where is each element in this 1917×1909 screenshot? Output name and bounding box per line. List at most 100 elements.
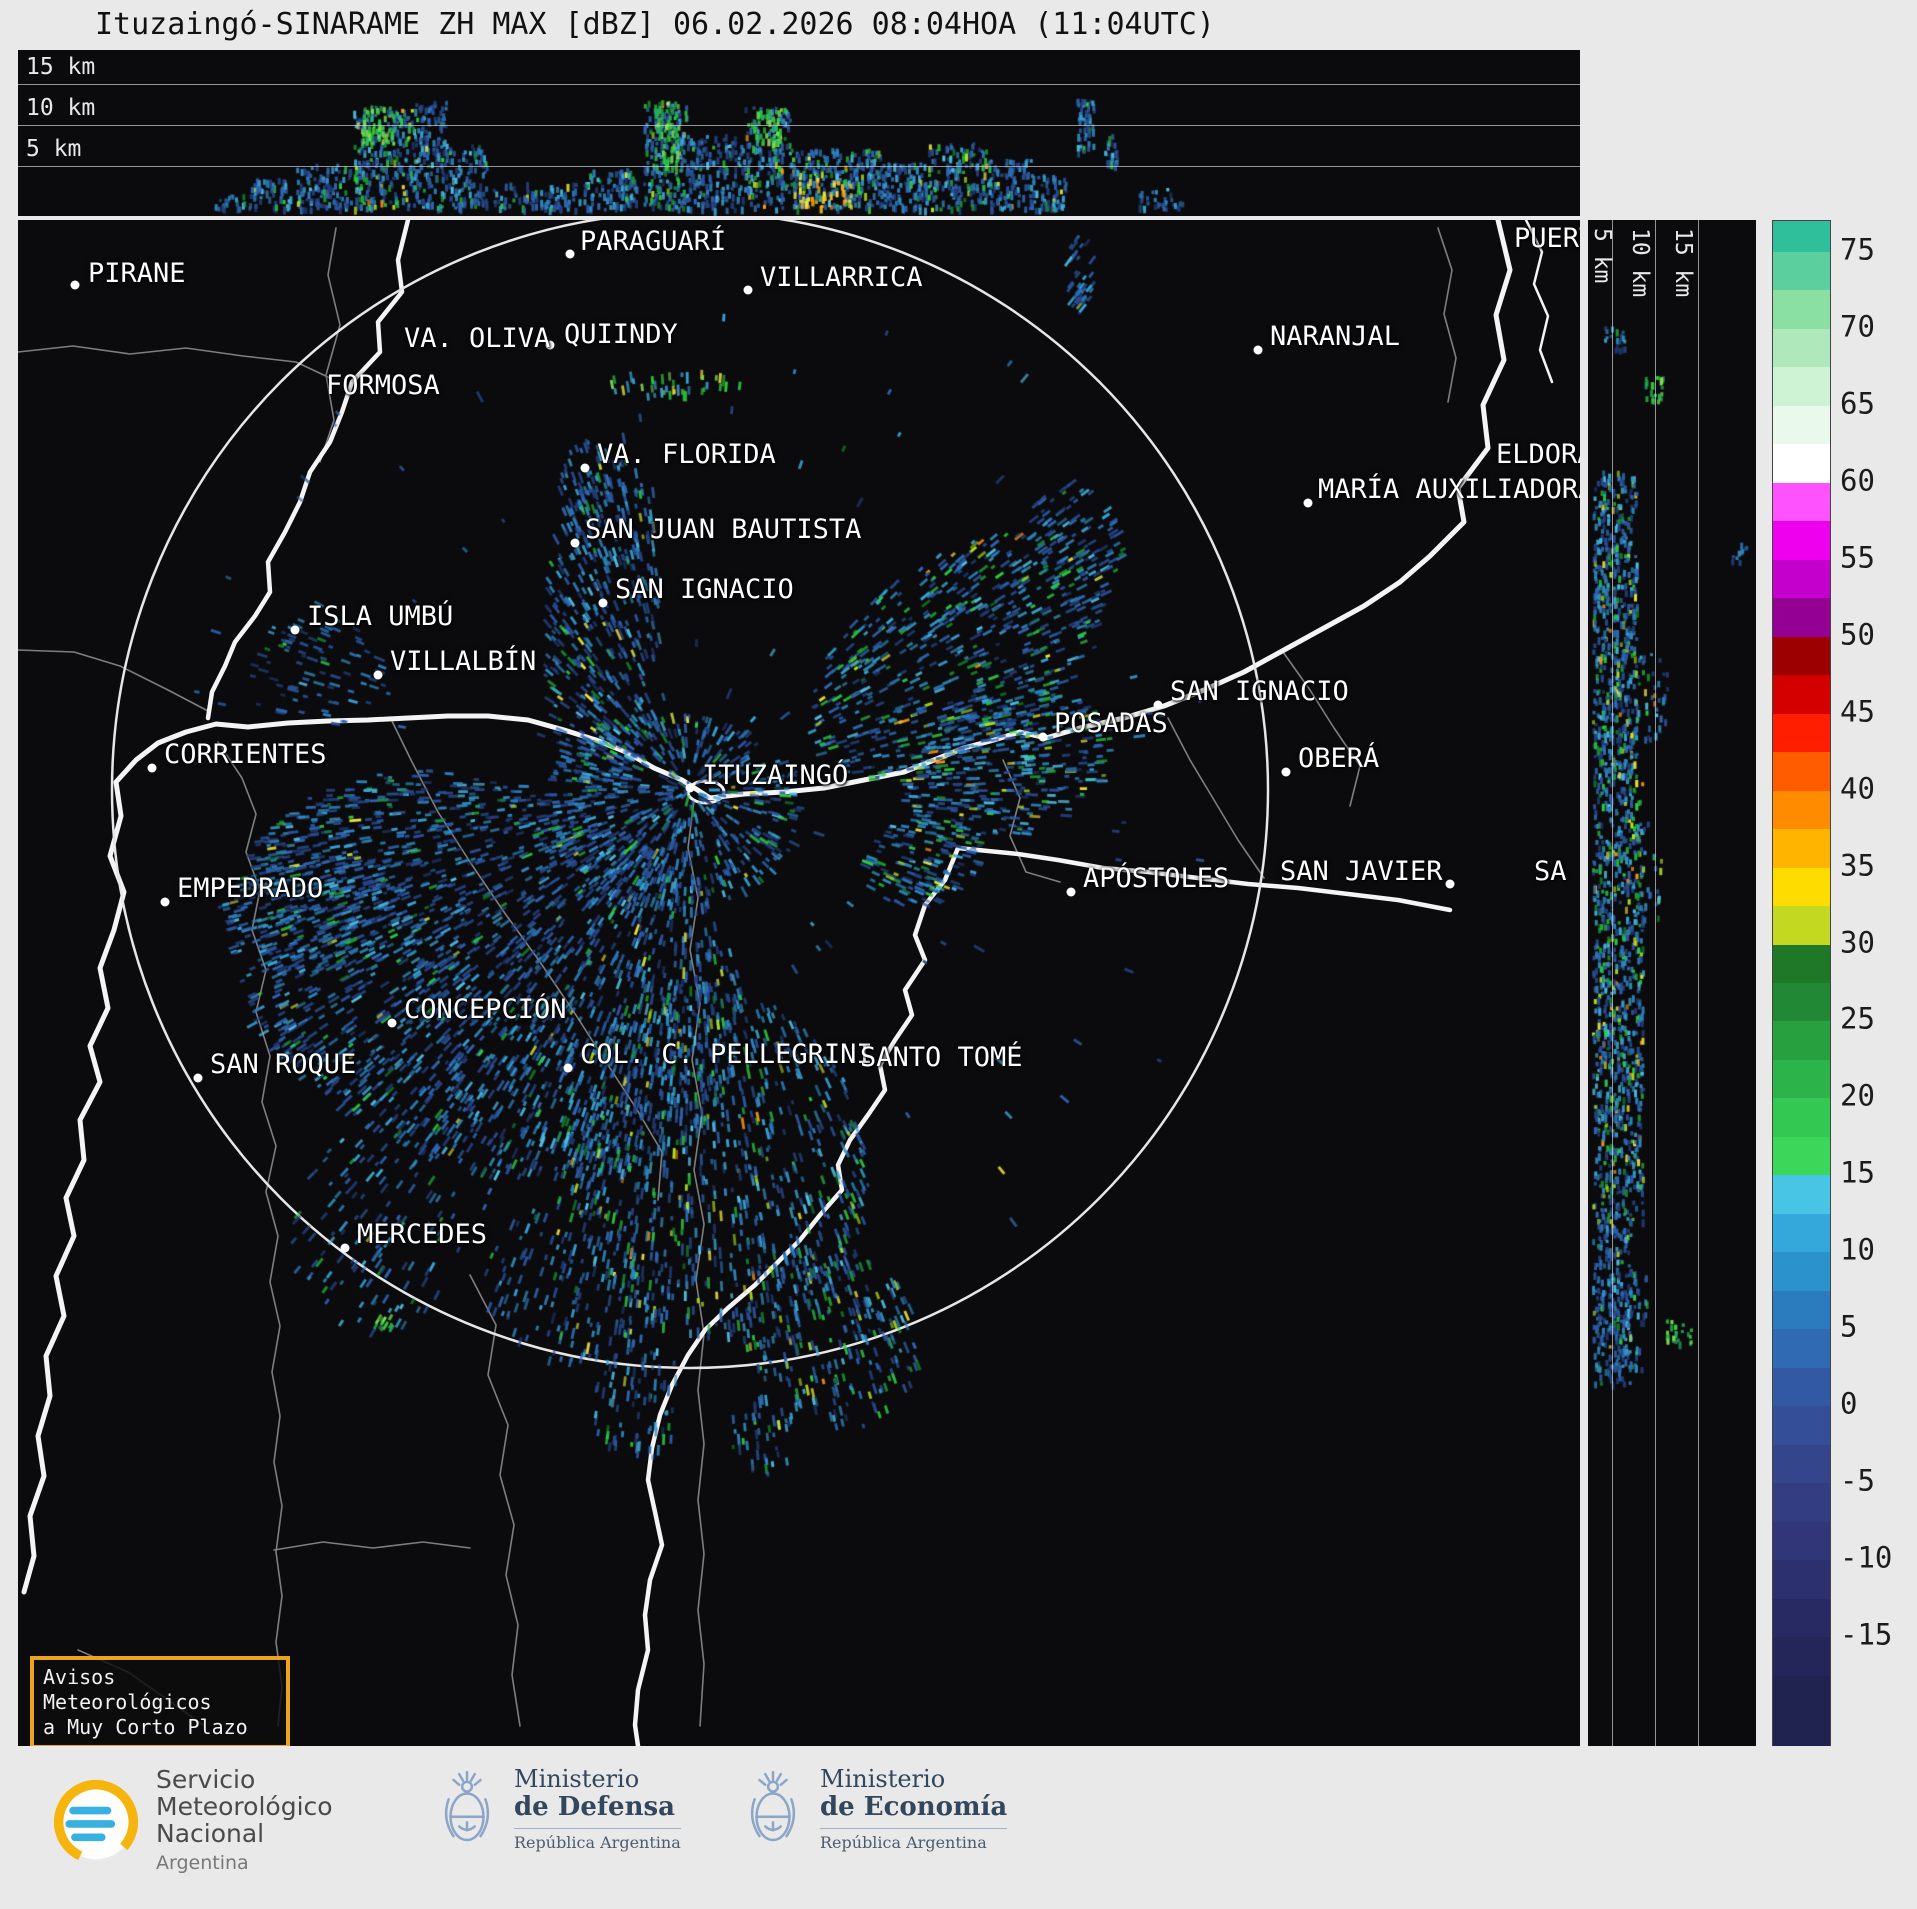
colorbar-tick: -10	[1840, 1540, 1893, 1575]
city-label: ITUZAINGÓ	[702, 760, 849, 791]
colorbar-tick: 20	[1840, 1079, 1875, 1114]
city-dot	[147, 763, 157, 773]
city-label: PIRANE	[88, 258, 186, 289]
colorbar-segment	[1773, 1675, 1830, 1746]
colorbar-tick: 10	[1840, 1233, 1875, 1268]
city-dot	[565, 249, 575, 259]
colorbar-segment	[1773, 1329, 1830, 1369]
smn-logo-block: Servicio Meteorológico Nacional Argentin…	[52, 1766, 333, 1877]
colorbar-segment	[1773, 367, 1830, 407]
colorbar-segment	[1773, 944, 1830, 984]
colorbar-tick: -15	[1840, 1617, 1893, 1652]
city-dot	[1066, 887, 1076, 897]
ministry-sub: República Argentina	[820, 1828, 1008, 1852]
colorbar-tick: 5	[1840, 1309, 1858, 1344]
ministry-economia-text: Ministerio de Economía República Argenti…	[820, 1766, 1008, 1852]
city-label: SANTO TOMÉ	[860, 1042, 1023, 1073]
city-label: VILLARRICA	[760, 262, 923, 293]
city-dot	[1038, 732, 1048, 742]
smn-name: Servicio Meteorológico Nacional Argentin…	[156, 1766, 333, 1877]
city-dot	[193, 1073, 203, 1083]
city-label: PUERTO	[1514, 223, 1580, 254]
ministry-defensa-block: Ministerio de Defensa República Argentin…	[436, 1766, 681, 1852]
city-dot	[160, 897, 170, 907]
warning-line2: a Muy Corto Plazo	[43, 1715, 248, 1739]
city-dot	[1281, 767, 1291, 777]
city-dot	[1303, 498, 1313, 508]
city-dot	[598, 598, 608, 608]
colorbar-segment	[1773, 1406, 1830, 1446]
smn-name-line: Servicio	[156, 1765, 256, 1794]
colorbar-tick: 25	[1840, 1002, 1875, 1037]
city-dot	[373, 670, 383, 680]
radar-echo-canvas	[18, 220, 1580, 1746]
city-dot	[290, 625, 300, 635]
colorbar-segment	[1773, 790, 1830, 830]
city-label: CONCEPCIÓN	[404, 994, 567, 1025]
city-label: CORRIENTES	[164, 739, 327, 770]
ministry-economia-block: Ministerio de Economía República Argenti…	[742, 1766, 1008, 1852]
colorbar-segment	[1773, 1290, 1830, 1330]
city-label: ISLA UMBÚ	[307, 601, 454, 632]
colorbar-segment	[1773, 906, 1830, 946]
colorbar-segment	[1773, 713, 1830, 753]
smn-logo-icon	[53, 1779, 139, 1864]
colorbar-segment	[1773, 829, 1830, 869]
radar-map-panel: PIRANE PARAGUARÍ VILLARRICA QUIINDY VA. OLIV…	[18, 220, 1580, 1746]
page-title: Ituzaingó-SINARAME ZH MAX [dBZ] 06.02.20…	[95, 7, 1215, 42]
colorbar-strip	[1772, 220, 1831, 1746]
city-label: QUIINDY	[564, 319, 678, 350]
city-dot	[340, 1243, 350, 1253]
altitude-label: 15 km	[1670, 228, 1696, 298]
city-dot	[685, 783, 695, 793]
altitude-gridline	[1655, 220, 1656, 1746]
colorbar-tick: 35	[1840, 848, 1875, 883]
ministry-defensa-text: Ministerio de Defensa República Argentin…	[514, 1766, 681, 1852]
city-label: SAN JAVIER	[1280, 856, 1443, 887]
altitude-label: 5 km	[1589, 228, 1615, 284]
city-dot	[1445, 879, 1455, 889]
top-echo-canvas	[18, 50, 1580, 216]
colorbar: 75 70 65 60 55 50 45 40 35 30 25 20 15 10 5 0 -5 -10 -15	[1772, 220, 1914, 1746]
city-label: COL. C. PELLEGRINI	[580, 1039, 873, 1070]
altitude-label: 10 km	[26, 95, 96, 121]
colorbar-segment	[1773, 521, 1830, 561]
city-dot	[563, 1063, 573, 1073]
colorbar-tick: 0	[1840, 1386, 1858, 1421]
city-dot	[743, 285, 753, 295]
colorbar-segment	[1773, 251, 1830, 291]
colorbar-segment	[1773, 675, 1830, 715]
colorbar-segment	[1773, 867, 1830, 907]
colorbar-segment	[1773, 1598, 1830, 1638]
city-label: OBERÁ	[1298, 743, 1380, 774]
city-dot	[70, 280, 80, 290]
colorbar-segment	[1773, 752, 1830, 792]
right-cross-section-panel: 5 km 10 km 15 km	[1588, 220, 1756, 1746]
ministry-name: de Economía	[820, 1792, 1008, 1822]
smn-name-line: Nacional	[156, 1819, 265, 1848]
altitude-gridline	[1612, 220, 1613, 1746]
ministry-name: de Defensa	[514, 1792, 675, 1822]
altitude-label: 5 km	[26, 136, 82, 162]
city-dot	[387, 1018, 397, 1028]
city-label: POSADAS	[1054, 708, 1168, 739]
colorbar-tick: 65	[1840, 386, 1875, 421]
altitude-label: 10 km	[1627, 228, 1653, 298]
colorbar-segment	[1773, 290, 1830, 330]
city-label: MERCEDES	[357, 1219, 488, 1250]
colorbar-tick: 40	[1840, 771, 1875, 806]
city-label: SAN ROQUE	[210, 1049, 357, 1080]
colorbar-segment	[1773, 1175, 1830, 1215]
colorbar-segment	[1773, 598, 1830, 638]
altitude-gridline	[18, 166, 1580, 167]
colorbar-segment	[1773, 1483, 1830, 1523]
colorbar-segment	[1773, 1136, 1830, 1177]
colorbar-segment	[1773, 1560, 1830, 1600]
city-dot	[545, 340, 555, 350]
colorbar-segment	[1773, 1098, 1830, 1138]
altitude-gridline	[1698, 220, 1699, 1746]
city-label: FORMOSA	[326, 370, 440, 401]
colorbar-tick: 75	[1840, 232, 1875, 267]
colorbar-segment	[1773, 444, 1830, 484]
warning-box[interactable]: Avisos Meteorológicos a Muy Corto Plazo	[30, 1656, 290, 1746]
